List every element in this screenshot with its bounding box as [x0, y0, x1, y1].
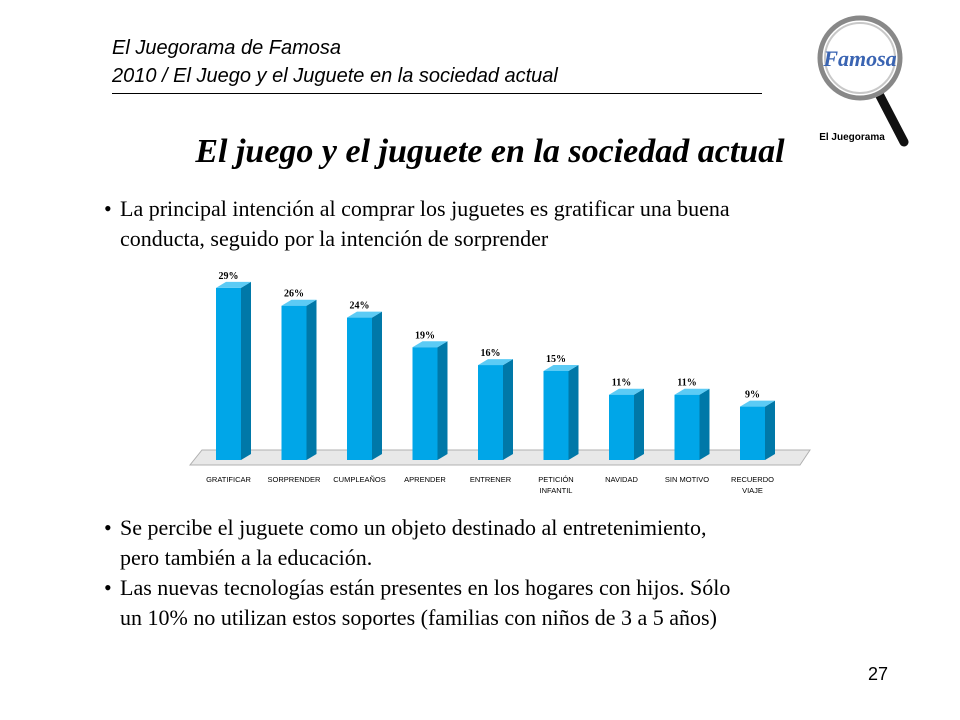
bar-side — [372, 311, 382, 460]
category-label: RECUERDO — [731, 475, 774, 484]
bullet-item: • La principal intención al comprar los … — [104, 194, 884, 254]
bar-side — [765, 400, 775, 460]
data-label: 11% — [677, 378, 696, 389]
bullet-dot: • — [104, 196, 112, 221]
famosa-logo: Famosa El Juegorama — [817, 15, 909, 147]
bar — [609, 394, 634, 460]
category-label: CUMPLEAÑOS — [333, 475, 386, 484]
category-label: ENTRENER — [470, 475, 512, 484]
bar — [281, 305, 307, 460]
category-label: VIAJE — [742, 486, 763, 495]
category-label: INFANTIL — [540, 486, 573, 495]
bullet-list-bottom: • Se percibe el juguete como un objeto d… — [104, 513, 884, 633]
category-label: NAVIDAD — [605, 475, 638, 484]
bar-top — [609, 388, 644, 395]
header: El Juegorama de Famosa 2010 / El Juego y… — [112, 34, 558, 90]
bar — [216, 287, 241, 460]
header-rule — [112, 93, 762, 94]
data-label: 11% — [612, 378, 631, 389]
category-label: GRATIFICAR — [206, 475, 251, 484]
category-label: SIN MOTIVO — [665, 475, 709, 484]
bar-chart: 29% GRATIFICAR 26% SORPRENDER 24% CUMPLEAÑOS 1… — [188, 271, 811, 495]
page-number: 27 — [868, 664, 889, 684]
bar-side — [634, 388, 644, 460]
bar — [478, 365, 503, 460]
bar — [740, 406, 765, 460]
bullet-line: Las nuevas tecnologías están presentes e… — [120, 575, 731, 600]
bar — [412, 347, 438, 460]
header-line-2: 2010 / El Juego y el Juguete en la socie… — [112, 65, 558, 87]
bullet-list-top: • La principal intención al comprar los … — [104, 194, 884, 254]
bar-top — [543, 365, 579, 371]
logo-caption: El Juegorama — [819, 132, 885, 143]
bar-side — [437, 341, 448, 460]
bar — [674, 394, 700, 460]
category-label: SORPRENDER — [268, 475, 322, 484]
bar-side — [241, 281, 251, 460]
category-label: APRENDER — [404, 475, 446, 484]
bar — [347, 317, 372, 460]
bullet-line: un 10% no utilizan estos soportes (famil… — [120, 605, 717, 630]
bar-top — [478, 359, 513, 366]
bar — [543, 371, 569, 460]
logo-brand: Famosa — [822, 46, 896, 71]
bar-top — [740, 400, 775, 407]
data-label: 9% — [745, 390, 760, 401]
data-label: 16% — [481, 348, 501, 359]
bar-top — [674, 388, 710, 395]
data-label: 24% — [350, 301, 370, 312]
bar-top — [216, 281, 251, 288]
header-line-1: El Juegorama de Famosa — [112, 37, 342, 59]
bullet-dot: • — [104, 515, 112, 540]
bullet-line: pero también a la educación. — [120, 545, 373, 570]
bar-side — [568, 365, 579, 460]
magnifier-icon — [817, 15, 909, 147]
bullet-line: conducta, seguido por la intención de so… — [120, 226, 549, 251]
bar-side — [699, 388, 710, 460]
bar-side — [306, 299, 317, 460]
bar-top — [412, 341, 448, 348]
bar-side — [503, 359, 513, 460]
data-label: 29% — [219, 271, 239, 282]
bar-top — [281, 299, 317, 306]
data-label: 19% — [415, 330, 435, 341]
bullet-item: • Las nuevas tecnologías están presentes… — [104, 573, 884, 633]
bullet-item: • Se percibe el juguete como un objeto d… — [104, 513, 884, 573]
data-label: 15% — [546, 354, 566, 365]
data-label: 26% — [284, 289, 304, 300]
slide-title: El juego y el juguete en la sociedad act… — [195, 133, 785, 170]
bar-top — [347, 311, 382, 318]
category-label: PETICIÓN — [538, 475, 573, 484]
bullet-line: La principal intención al comprar los ju… — [120, 196, 730, 221]
bullet-dot: • — [104, 575, 112, 600]
bullet-line: Se percibe el juguete como un objeto des… — [120, 515, 707, 540]
